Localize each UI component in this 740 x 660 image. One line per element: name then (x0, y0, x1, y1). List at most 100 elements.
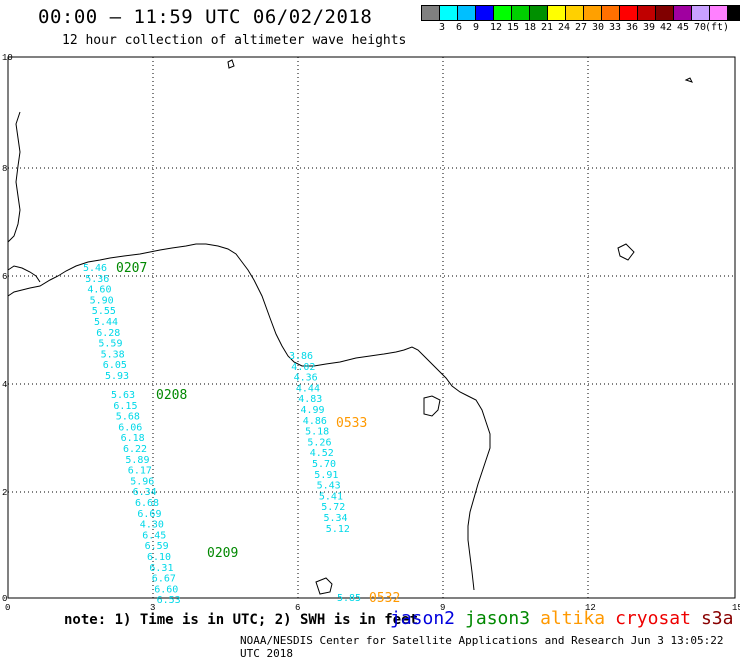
x-tick-label: 3 (150, 603, 155, 613)
axis-ticks: 0 3 6 9 12 15 0 2 4 6 8 10 (2, 53, 740, 613)
satellite-key: jason2 jason3 altika cryosat s3a (390, 608, 733, 629)
wave-height-reading: 5.41 (319, 491, 343, 502)
wave-height-reading: 4.86 (303, 416, 327, 427)
legend-label: 42 (660, 22, 673, 33)
wave-height-reading: 4.44 (296, 383, 320, 394)
wave-height-reading: 4.60 (87, 285, 111, 296)
map-subtitle: 12 hour collection of altimeter wave hei… (62, 33, 407, 48)
wave-height-reading: 6.17 (128, 466, 152, 477)
wave-height-reading: 5.12 (326, 524, 350, 535)
satellite-key-jason3: jason3 (465, 608, 531, 629)
track-time-label: 0208 (156, 388, 187, 403)
wave-height-reading: 5.70 (312, 459, 336, 470)
wave-height-reading: 6.34 (133, 487, 157, 498)
y-tick-label: 2 (2, 488, 7, 498)
wave-height-reading: 5.34 (324, 513, 348, 524)
wave-height-reading: 6.67 (152, 574, 176, 585)
legend-label: 33 (609, 22, 622, 33)
y-tick-label: 4 (2, 380, 7, 390)
satellite-tracks: 5.465.364.605.905.555.446.285.595.386.05… (83, 261, 400, 606)
legend-label: 15 (507, 22, 520, 33)
legend-label: 36 (626, 22, 639, 33)
legend-label: 39 (643, 22, 656, 33)
wave-height-reading: 6.05 (103, 360, 127, 371)
wave-height-reading: 6.31 (149, 563, 173, 574)
track-time-label: 0209 (207, 546, 238, 561)
wave-height-reading: 6.22 (123, 444, 147, 455)
wave-height-reading: 5.96 (130, 476, 154, 487)
units-note: note: 1) Time is in UTC; 2) SWH is in fe… (64, 612, 419, 628)
x-tick-label: 9 (440, 603, 445, 613)
track-time-label: 0207 (116, 261, 147, 276)
x-tick-label: 12 (585, 603, 596, 613)
color-legend (421, 5, 740, 21)
legend-label: 12 (490, 22, 503, 33)
x-tick-label: 0 (5, 603, 10, 613)
wave-height-reading: 6.60 (154, 584, 178, 595)
wave-height-reading: 4.36 (294, 373, 318, 384)
satellite-key-s3a: s3a (700, 608, 734, 629)
legend-swatch (727, 5, 740, 21)
wave-height-reading: 4.52 (310, 448, 334, 459)
y-tick-label: 0 (2, 594, 7, 604)
wave-height-reading: 5.90 (90, 295, 114, 306)
wave-height-reading: 5.89 (125, 455, 149, 466)
wave-height-reading: 6.15 (113, 401, 137, 412)
x-tick-label: 15 (732, 603, 740, 613)
legend-label: 3 (439, 22, 446, 33)
y-tick-label: 6 (2, 272, 7, 282)
wave-height-reading: 6.10 (147, 552, 171, 563)
wave-height-reading: 5.26 (307, 437, 331, 448)
wave-height-reading: 5.18 (305, 427, 329, 438)
wave-height-reading: 5.85 (337, 593, 361, 604)
wave-height-reading: 6.45 (142, 530, 166, 541)
y-tick-label: 8 (2, 164, 7, 174)
wave-height-reading: 5.91 (314, 470, 338, 481)
wave-height-reading: 6.53 (157, 595, 181, 606)
x-tick-label: 6 (295, 603, 300, 613)
wave-height-reading: 5.72 (321, 502, 345, 513)
wave-height-reading: 5.59 (98, 339, 122, 350)
legend-label: 27 (575, 22, 588, 33)
track-time-label: 0533 (336, 416, 367, 431)
legend-label: 18 (524, 22, 537, 33)
wave-height-reading: 5.55 (92, 306, 116, 317)
coastline (7, 59, 693, 595)
wave-height-reading: 6.68 (135, 498, 159, 509)
wave-height-reading: 5.68 (116, 412, 140, 423)
legend-label: 70 (694, 22, 707, 33)
wave-height-reading: 5.44 (94, 317, 118, 328)
legend-label: 9 (473, 22, 480, 33)
legend-label: 30 (592, 22, 605, 33)
credits-footer: NOAA/NESDIS Center for Satellite Applica… (240, 634, 724, 660)
legend-label: 24 (558, 22, 571, 33)
wave-height-reading: 6.06 (118, 422, 142, 433)
track-time-label: 0532 (369, 591, 400, 606)
wave-height-reading: 6.28 (96, 328, 120, 339)
legend-label: 21 (541, 22, 554, 33)
wave-height-reading: 5.36 (85, 274, 109, 285)
y-tick-label: 10 (2, 53, 13, 63)
satellite-key-cryosat: cryosat (615, 608, 691, 629)
wave-height-reading: 3.86 (289, 351, 313, 362)
wave-height-reading: 4.02 (291, 362, 315, 373)
wave-height-reading: 6.59 (145, 541, 169, 552)
wave-height-reading: 5.93 (105, 371, 129, 382)
wave-height-reading: 5.38 (101, 349, 125, 360)
satellite-key-jason2: jason2 (390, 608, 456, 629)
map-title: 00:00 — 11:59 UTC 06/02/2018 (38, 6, 373, 28)
satellite-key-altika: altika (540, 608, 606, 629)
legend-label: 45 (677, 22, 690, 33)
legend-label: 6 (456, 22, 463, 33)
wave-height-reading: 4.99 (301, 405, 325, 416)
wave-height-reading: 5.46 (83, 263, 107, 274)
wave-height-reading: 6.18 (121, 433, 145, 444)
wave-height-reading: 4.83 (298, 394, 322, 405)
wave-height-reading: 5.43 (317, 481, 341, 492)
legend-label: (ft) (705, 22, 730, 33)
wave-height-reading: 6.69 (137, 509, 161, 520)
wave-height-reading: 4.30 (140, 520, 164, 531)
wave-height-reading: 5.63 (111, 390, 135, 401)
map-frame (7, 56, 736, 599)
